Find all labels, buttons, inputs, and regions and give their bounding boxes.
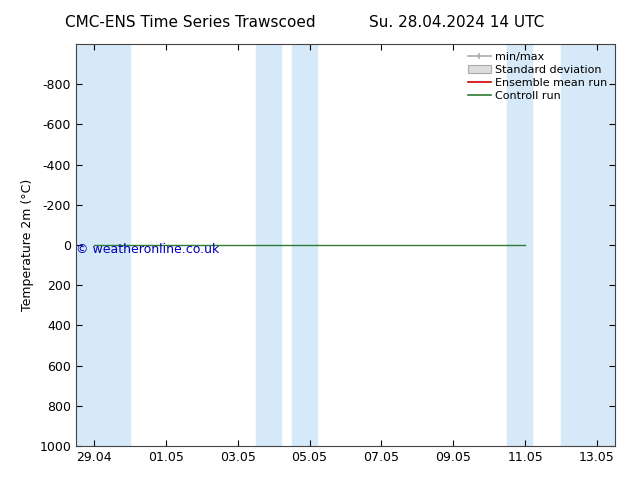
Text: Su. 28.04.2024 14 UTC: Su. 28.04.2024 14 UTC <box>369 15 544 29</box>
Text: CMC-ENS Time Series Trawscoed: CMC-ENS Time Series Trawscoed <box>65 15 316 29</box>
Bar <box>561 44 615 446</box>
Bar <box>76 44 130 446</box>
Bar <box>256 44 281 446</box>
Y-axis label: Temperature 2m (°C): Temperature 2m (°C) <box>21 179 34 311</box>
Legend: min/max, Standard deviation, Ensemble mean run, Controll run: min/max, Standard deviation, Ensemble me… <box>466 49 609 103</box>
Text: © weatheronline.co.uk: © weatheronline.co.uk <box>76 243 219 256</box>
Bar <box>507 44 533 446</box>
Bar <box>292 44 317 446</box>
